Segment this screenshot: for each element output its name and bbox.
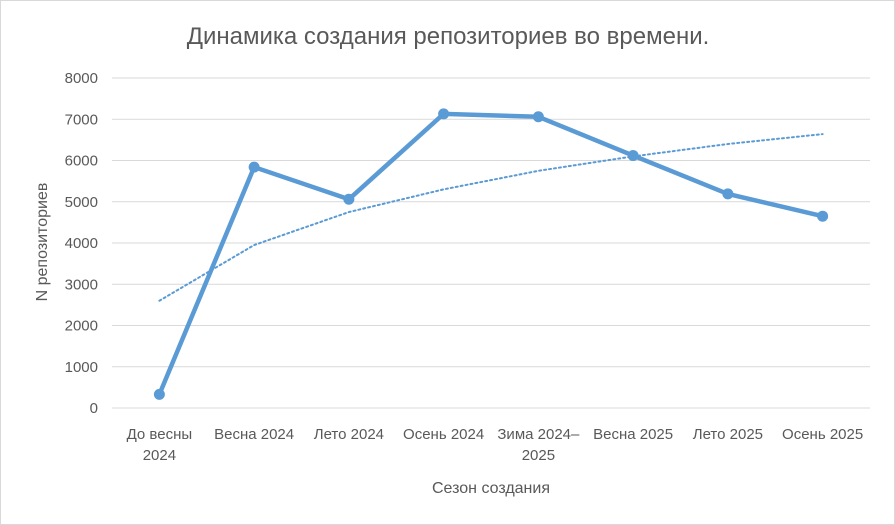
x-tick-line: 2025 bbox=[522, 447, 555, 464]
x-tick-5: Весна 2025 bbox=[593, 426, 673, 443]
data-point-1 bbox=[248, 161, 260, 173]
data-point-4 bbox=[532, 111, 544, 123]
series-line bbox=[157, 111, 825, 397]
data-point-7 bbox=[817, 210, 829, 222]
x-tick-line: Осень 2025 bbox=[782, 426, 863, 443]
trendline bbox=[158, 133, 824, 302]
x-tick-3: Осень 2024 bbox=[403, 426, 484, 443]
y-tick-5000: 5000 bbox=[65, 194, 98, 211]
y-axis-label: N репозиториев bbox=[34, 183, 51, 302]
y-tick-7000: 7000 bbox=[65, 111, 98, 128]
x-tick-line: Зима 2024– bbox=[497, 426, 580, 443]
x-tick-line: 2024 bbox=[143, 447, 176, 464]
x-tick-labels: До весны 2024 Весна 2024 Лето 2024 Осень 202… bbox=[127, 426, 864, 464]
x-tick-0: До весны 2024 bbox=[127, 426, 193, 464]
data-series bbox=[153, 108, 829, 400]
data-point-2 bbox=[343, 193, 355, 205]
y-tick-4000: 4000 bbox=[65, 235, 98, 252]
x-axis-label: Сезон создания bbox=[432, 480, 550, 497]
y-tick-8000: 8000 bbox=[65, 70, 98, 87]
y-tick-2000: 2000 bbox=[65, 318, 98, 335]
y-tick-0: 0 bbox=[90, 400, 98, 417]
gridlines bbox=[112, 77, 870, 409]
data-point-3 bbox=[438, 108, 450, 120]
y-tick-labels: 0 1000 2000 3000 4000 5000 6000 7000 8000 bbox=[65, 70, 98, 417]
y-tick-3000: 3000 bbox=[65, 276, 98, 293]
x-tick-line: Лето 2025 bbox=[693, 426, 763, 443]
x-tick-line: Весна 2025 bbox=[593, 426, 673, 443]
x-tick-4: Зима 2024– 2025 bbox=[497, 426, 580, 464]
chart-title: Динамика создания репозиториев во времен… bbox=[187, 23, 710, 50]
x-tick-line: Лето 2024 bbox=[314, 426, 384, 443]
data-point-5 bbox=[627, 150, 639, 162]
y-tick-1000: 1000 bbox=[65, 359, 98, 376]
data-point-0 bbox=[153, 388, 165, 400]
x-tick-line: Весна 2024 bbox=[214, 426, 294, 443]
x-tick-1: Весна 2024 bbox=[214, 426, 294, 443]
y-tick-6000: 6000 bbox=[65, 153, 98, 170]
trendline-path bbox=[158, 133, 824, 302]
x-tick-2: Лето 2024 bbox=[314, 426, 384, 443]
x-tick-line: До весны bbox=[127, 426, 193, 443]
data-point-6 bbox=[722, 188, 734, 200]
x-tick-line: Осень 2024 bbox=[403, 426, 484, 443]
x-tick-6: Лето 2025 bbox=[693, 426, 763, 443]
x-tick-7: Осень 2025 bbox=[782, 426, 863, 443]
